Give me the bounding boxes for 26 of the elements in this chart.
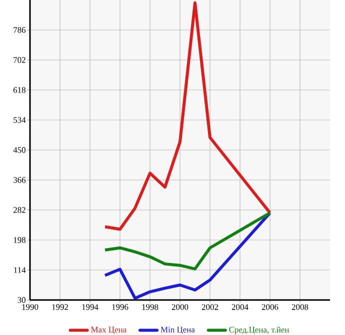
x-tick-label: 1994 bbox=[82, 304, 98, 310]
x-tick-label: 1990 bbox=[22, 304, 38, 310]
y-tick-label: 282 bbox=[13, 207, 26, 213]
y-tick-label: 618 bbox=[13, 87, 26, 93]
y-tick-label: 366 bbox=[14, 177, 26, 183]
x-tick-label: 1998 bbox=[142, 304, 158, 310]
legend-label: Max Цена bbox=[91, 326, 126, 334]
x-tick-label: 1992 bbox=[52, 304, 68, 310]
y-tick-label: 30 bbox=[18, 297, 26, 303]
x-tick-label: 2000 bbox=[172, 304, 188, 310]
legend-label: Сред.Цена, т.йен bbox=[229, 326, 290, 334]
legend-label: Min Цена bbox=[160, 326, 195, 334]
y-tick-label: 786 bbox=[14, 27, 26, 33]
x-tick-label: 2002 bbox=[202, 304, 218, 310]
line-series bbox=[104, 211, 272, 300]
x-tick-label: 2006 bbox=[262, 304, 278, 310]
y-tick-label: 198 bbox=[14, 237, 26, 243]
x-tick-label: 2008 bbox=[292, 304, 308, 310]
y-tick-label: 450 bbox=[13, 147, 26, 153]
x-tick-label: 1996 bbox=[112, 304, 128, 310]
y-tick-label: 114 bbox=[14, 267, 26, 273]
y-tick-label: 534 bbox=[14, 117, 26, 123]
x-tick-label: 2004 bbox=[232, 304, 248, 310]
y-tick-label: 702 bbox=[14, 57, 26, 63]
line-series bbox=[104, 211, 272, 270]
line-series bbox=[104, 1, 272, 231]
